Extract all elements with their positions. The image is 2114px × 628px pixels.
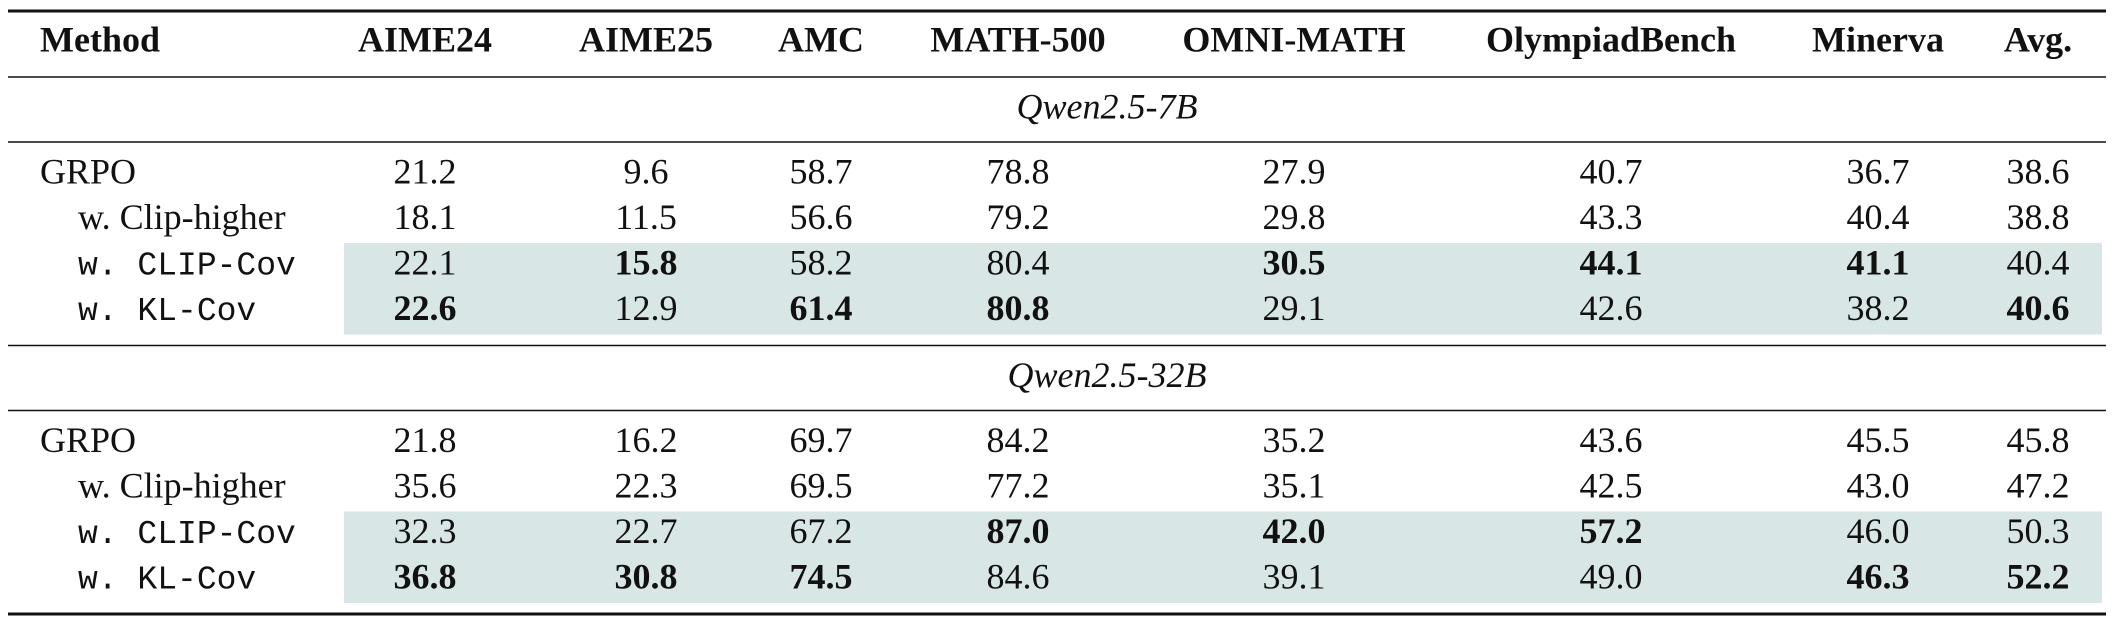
score: 41.1	[1847, 242, 1910, 282]
method-name: w. CLIP-Cov	[78, 248, 296, 285]
score: 74.5	[790, 556, 853, 596]
score: 56.6	[790, 197, 853, 237]
score: 80.8	[987, 288, 1050, 328]
column-header: AIME25	[579, 19, 713, 59]
score: 43.3	[1580, 197, 1643, 237]
score: 38.2	[1847, 288, 1910, 328]
score: 78.8	[987, 151, 1050, 191]
section-title: Qwen2.5-7B	[1017, 86, 1198, 126]
score: 58.7	[790, 151, 853, 191]
method-name: w. KL-Cov	[78, 293, 256, 330]
column-header: OMNI-MATH	[1182, 19, 1405, 59]
method-name: w. KL-Cov	[78, 562, 256, 599]
column-header: MATH-500	[930, 19, 1105, 59]
column-header: Avg.	[2004, 19, 2072, 59]
score: 84.6	[987, 556, 1050, 596]
score: 21.8	[394, 420, 457, 460]
section-title: Qwen2.5-32B	[1008, 355, 1207, 395]
column-header: AMC	[778, 19, 864, 59]
row-highlight	[344, 243, 2102, 289]
score: 21.2	[394, 151, 457, 191]
score: 77.2	[987, 465, 1050, 505]
score: 39.1	[1263, 556, 1326, 596]
score: 29.1	[1263, 288, 1326, 328]
score: 69.7	[790, 420, 853, 460]
method-name: GRPO	[40, 151, 136, 191]
score: 57.2	[1580, 511, 1643, 551]
row-highlight	[344, 511, 2102, 558]
score: 16.2	[615, 420, 678, 460]
score: 84.2	[987, 420, 1050, 460]
score: 42.5	[1580, 465, 1643, 505]
score: 35.6	[394, 465, 457, 505]
score: 43.6	[1580, 420, 1643, 460]
row-highlight	[344, 557, 2102, 603]
score: 46.3	[1847, 556, 1910, 596]
row-highlight	[344, 288, 2102, 335]
score: 40.4	[1847, 197, 1910, 237]
score: 61.4	[790, 288, 853, 328]
score: 79.2	[987, 197, 1050, 237]
highlight-layer	[344, 243, 2102, 603]
score: 29.8	[1263, 197, 1326, 237]
column-header: Minerva	[1812, 19, 1944, 59]
score: 12.9	[615, 288, 678, 328]
score: 11.5	[615, 197, 677, 237]
score: 32.3	[394, 511, 457, 551]
score: 43.0	[1847, 465, 1910, 505]
method-name: w. Clip-higher	[78, 197, 286, 237]
score: 45.5	[1847, 420, 1910, 460]
score: 50.3	[2007, 511, 2070, 551]
score: 35.2	[1263, 420, 1326, 460]
score: 42.0	[1263, 511, 1326, 551]
method-name: w. CLIP-Cov	[78, 516, 296, 553]
column-header: Method	[40, 19, 160, 59]
method-name: GRPO	[40, 420, 136, 460]
score: 87.0	[987, 511, 1050, 551]
score: 27.9	[1263, 151, 1326, 191]
score: 38.6	[2007, 151, 2070, 191]
score: 58.2	[790, 242, 853, 282]
score: 80.4	[987, 242, 1050, 282]
score: 9.6	[624, 151, 669, 191]
score: 46.0	[1847, 511, 1910, 551]
score: 49.0	[1580, 556, 1643, 596]
score: 22.1	[394, 242, 457, 282]
score: 38.8	[2007, 197, 2070, 237]
score: 52.2	[2007, 556, 2070, 596]
column-header: OlympiadBench	[1486, 19, 1736, 59]
score: 40.6	[2007, 288, 2070, 328]
score: 22.3	[615, 465, 678, 505]
score: 22.7	[615, 511, 678, 551]
score: 69.5	[790, 465, 853, 505]
score: 18.1	[394, 197, 457, 237]
column-header: AIME24	[358, 19, 492, 59]
score: 47.2	[2007, 465, 2070, 505]
score: 30.5	[1263, 242, 1326, 282]
score: 36.7	[1847, 151, 1910, 191]
score: 42.6	[1580, 288, 1643, 328]
score: 44.1	[1580, 242, 1643, 282]
score: 22.6	[394, 288, 457, 328]
score: 40.4	[2007, 242, 2070, 282]
score: 35.1	[1263, 465, 1326, 505]
score: 40.7	[1580, 151, 1643, 191]
score: 45.8	[2007, 420, 2070, 460]
score: 67.2	[790, 511, 853, 551]
score: 36.8	[394, 556, 457, 596]
score: 30.8	[615, 556, 678, 596]
method-name: w. Clip-higher	[78, 465, 286, 505]
score: 15.8	[615, 242, 678, 282]
